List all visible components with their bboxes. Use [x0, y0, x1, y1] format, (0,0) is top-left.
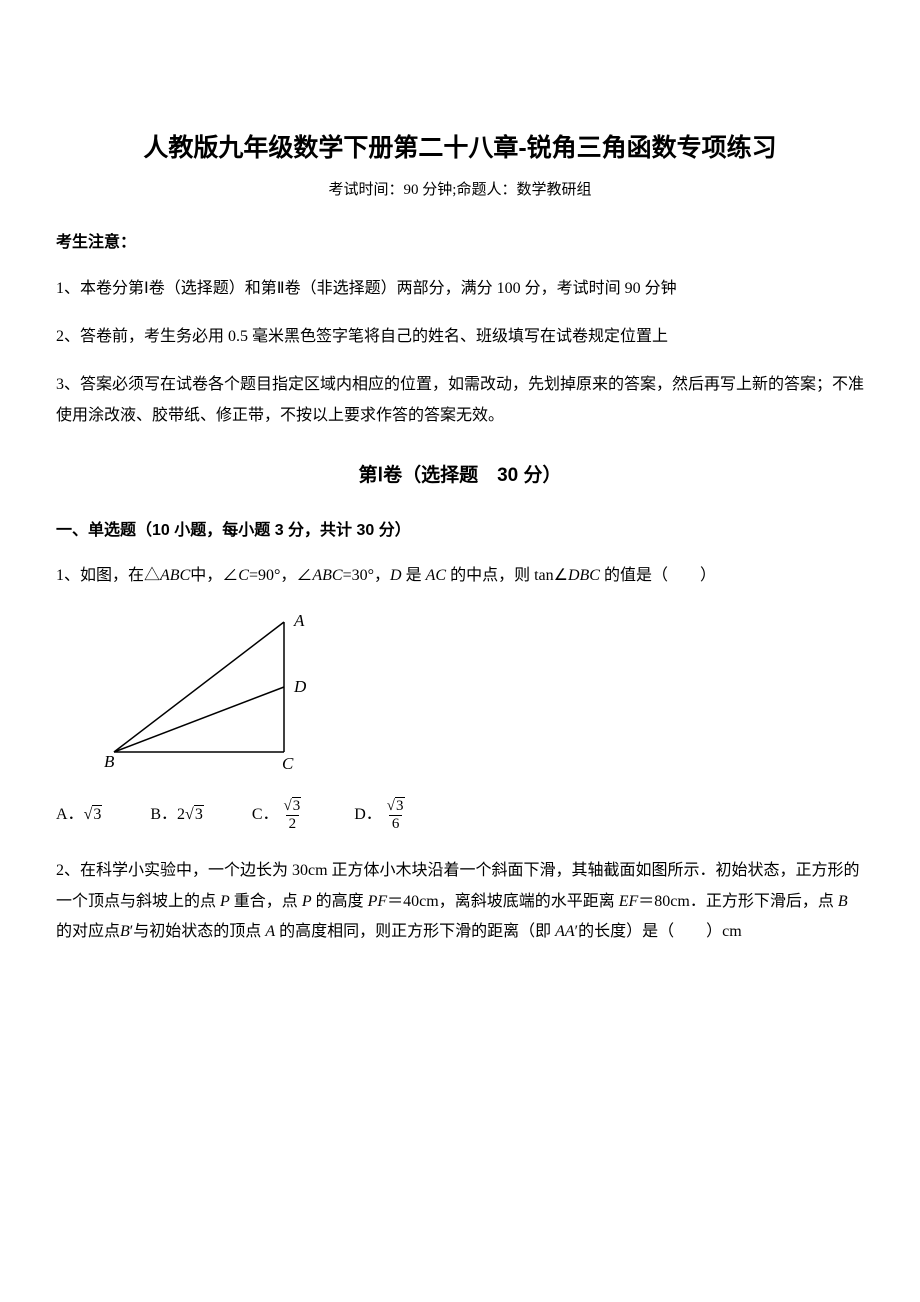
q1-mid3: =30°，: [343, 567, 390, 584]
q2-e: ＝80cm．正方形下滑后，点: [638, 893, 838, 910]
option-c-num: 3: [292, 797, 302, 814]
q2-aa: A: [265, 923, 275, 940]
option-b-label: B．: [150, 802, 177, 828]
q1-triangle: △: [144, 567, 160, 584]
option-d-den: 6: [389, 815, 403, 833]
q2-i: ′的长度）是（ ）cm: [575, 923, 742, 940]
q1-ac: AC: [426, 567, 446, 584]
question-2: 2、在科学小实验中，一个边长为 30cm 正方体小木块沿着一个斜面下滑，其轴截面…: [56, 856, 864, 947]
option-d-label: D．: [354, 802, 382, 828]
diagram-label-d: D: [293, 677, 307, 696]
option-b: B． 2√3: [150, 802, 203, 828]
q1-suffix: 的值是（ ）: [600, 567, 716, 584]
notice-heading: 考生注意：: [56, 230, 864, 256]
q2-aa2: AA: [555, 923, 575, 940]
q1-text: 1、如图，在: [56, 567, 144, 584]
q1-abc: ABC: [160, 567, 190, 584]
notice-1: 1、本卷分第Ⅰ卷（选择题）和第Ⅱ卷（非选择题）两部分，满分 100 分，考试时间…: [56, 274, 864, 304]
page-title: 人教版九年级数学下册第二十八章-锐角三角函数专项练习: [56, 128, 864, 168]
q2-pf: PF: [368, 893, 388, 910]
notice-3: 3、答案必须写在试卷各个题目指定区域内相应的位置，如需改动，先划掉原来的答案，然…: [56, 370, 864, 431]
q2-d: ＝40cm，离斜坡底端的水平距离: [387, 893, 619, 910]
q2-p2: P: [302, 893, 312, 910]
q1-dbc: DBC: [568, 567, 600, 584]
q2-c: 的高度: [312, 893, 368, 910]
q2-b: 重合，点: [230, 893, 302, 910]
notice-2: 2、答卷前，考生务必用 0.5 毫米黑色签字笔将自己的姓名、班级填写在试卷规定位…: [56, 322, 864, 352]
diagram-label-b: B: [104, 752, 115, 771]
option-d-num: 3: [395, 797, 405, 814]
q2-p1: P: [220, 893, 230, 910]
option-c: C． √3 2: [252, 798, 306, 832]
question-1: 1、如图，在△ABC中，∠C=90°，∠ABC=30°，D 是 AC 的中点，则…: [56, 561, 864, 591]
q1-mid2: =90°，∠: [249, 567, 312, 584]
option-a-label: A．: [56, 802, 84, 828]
q1-mid5: 的中点，则 tan∠: [446, 567, 568, 584]
section-title: 第Ⅰ卷（选择题 30 分）: [56, 461, 864, 491]
option-a: A． √3: [56, 802, 102, 828]
option-b-prefix: 2: [177, 802, 185, 828]
q2-h: 的高度相同，则正方形下滑的距离（即: [275, 923, 555, 940]
q2-bprime: B: [120, 923, 130, 940]
q2-f: 的对应点: [56, 923, 120, 940]
q1-diagram: A D B C: [104, 612, 864, 781]
q1-mid4: 是: [402, 567, 426, 584]
q1-abc2: ABC: [312, 567, 342, 584]
q1-c: C: [238, 567, 249, 584]
page-subtitle: 考试时间：90 分钟;命题人：数学教研组: [56, 178, 864, 202]
q1-options: A． √3 B． 2√3 C． √3 2 D． √3 6: [56, 798, 864, 832]
q2-bb: B: [838, 893, 848, 910]
subsection-heading: 一、单选题（10 小题，每小题 3 分，共计 30 分）: [56, 518, 864, 544]
q1-d: D: [390, 567, 402, 584]
option-a-val: 3: [92, 805, 102, 823]
q1-mid1: 中，∠: [190, 567, 238, 584]
option-c-label: C．: [252, 802, 279, 828]
option-b-val: 3: [194, 805, 204, 823]
option-d: D． √3 6: [354, 798, 409, 832]
option-c-den: 2: [286, 815, 300, 833]
q2-ef: EF: [619, 893, 639, 910]
diagram-label-a: A: [293, 612, 305, 630]
diagram-label-c: C: [282, 754, 294, 772]
q2-g: ′与初始状态的顶点: [130, 923, 266, 940]
